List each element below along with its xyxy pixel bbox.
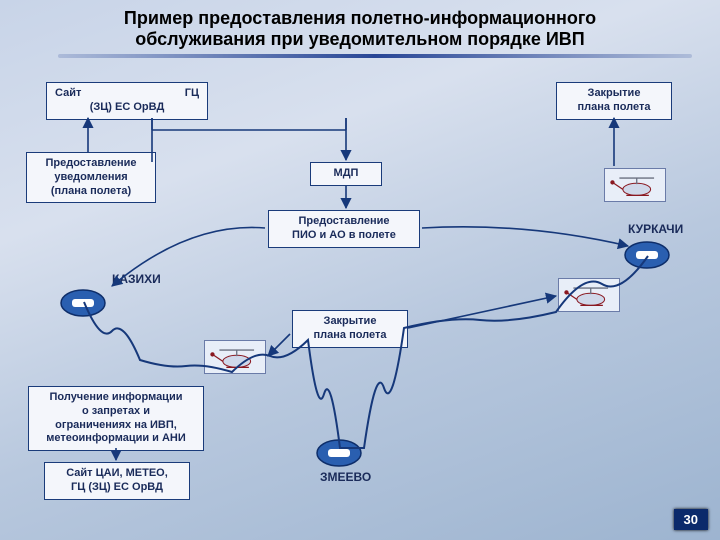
label-zmeevo: ЗМЕЕВО <box>320 470 371 484</box>
node-site: СайтГЦ(ЗЦ) ЕС ОрВД <box>46 82 208 120</box>
node-closure_top: Закрытие плана полета <box>556 82 672 120</box>
helipad-icon <box>624 240 670 270</box>
node-closure_mid: Закрытие плана полета <box>292 310 408 348</box>
node-info: Получение информации о запретах и ограни… <box>28 386 204 451</box>
page-number: 30 <box>674 509 708 530</box>
helipad-icon <box>60 288 106 318</box>
helicopter-icon <box>604 168 666 202</box>
label-kazikhi: КАЗИХИ <box>112 272 161 286</box>
node-mdp: МДП <box>310 162 382 186</box>
helipad-icon <box>316 438 362 468</box>
node-site2: Сайт ЦАИ, МЕТЕО, ГЦ (ЗЦ) ЕС ОрВД <box>44 462 190 500</box>
node-pio: Предоставление ПИО и АО в полете <box>268 210 420 248</box>
helicopter-icon <box>204 340 266 374</box>
label-kurkachi: КУРКАЧИ <box>628 222 683 236</box>
helicopter-icon <box>558 278 620 312</box>
node-notice: Предоставление уведомления (плана полета… <box>26 152 156 203</box>
